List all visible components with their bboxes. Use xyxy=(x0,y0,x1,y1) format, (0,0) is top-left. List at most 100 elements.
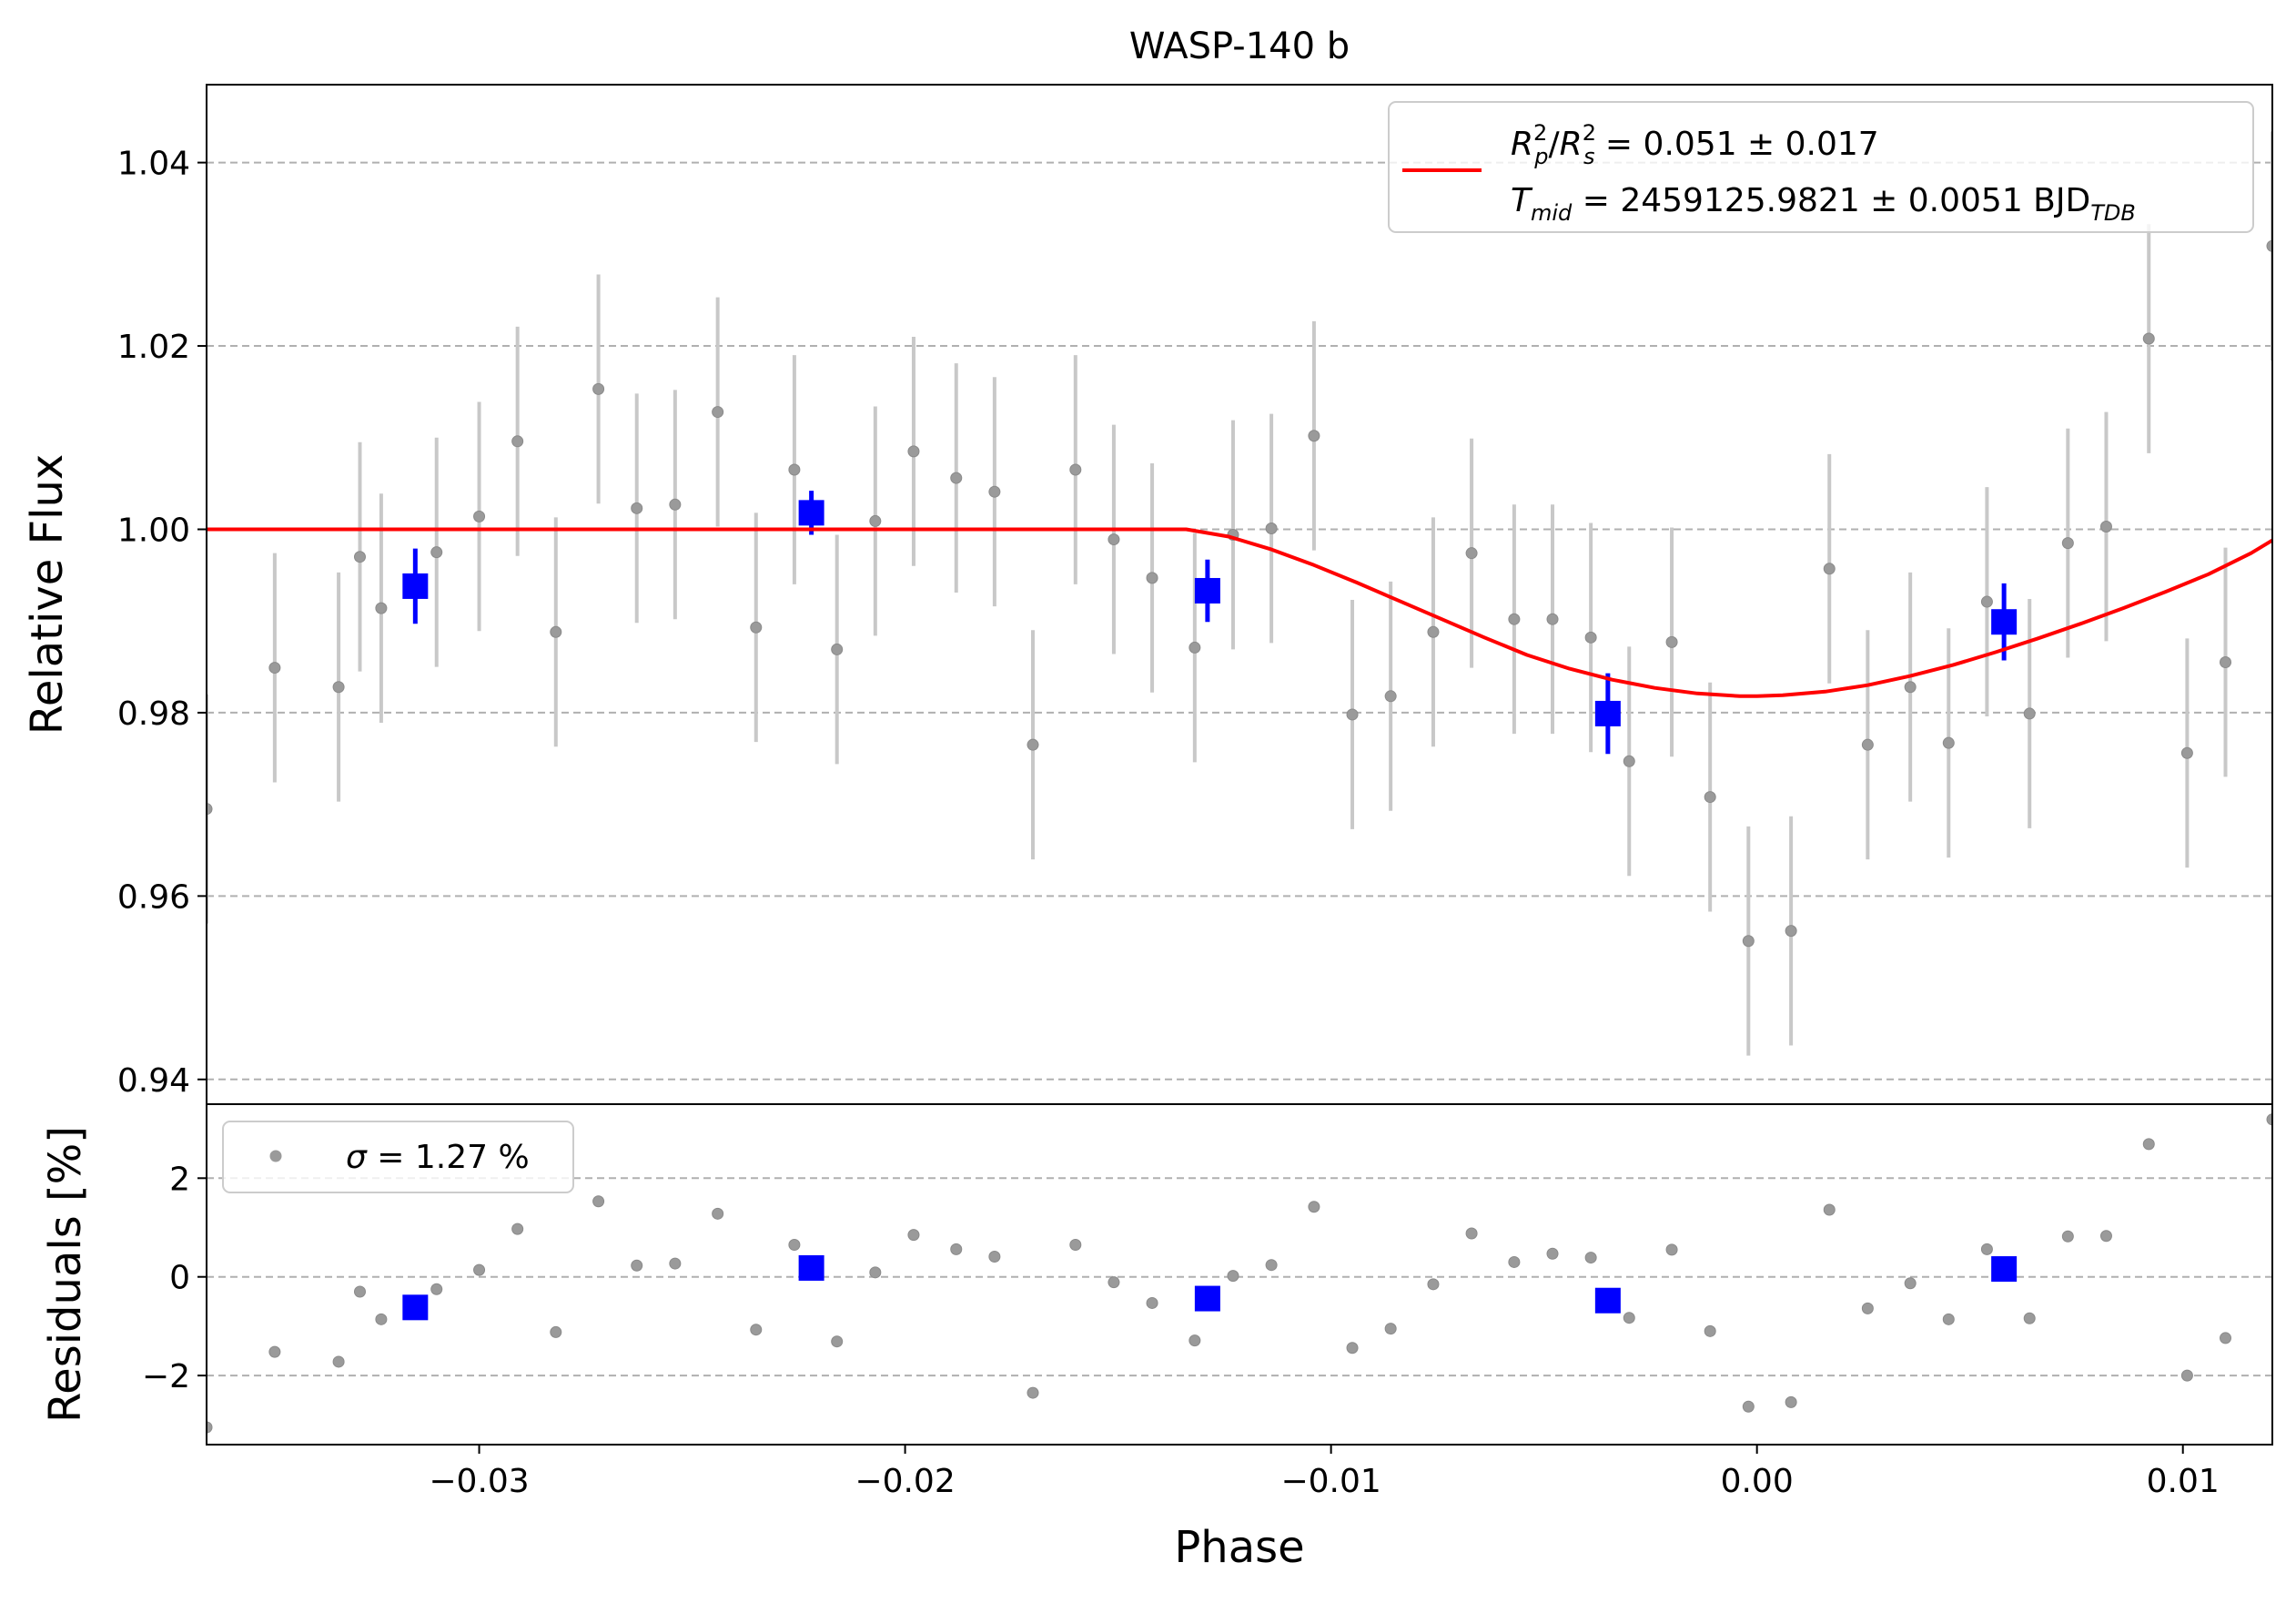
residual-binned-points xyxy=(402,1254,2018,1321)
data-point xyxy=(375,602,388,614)
residual-point xyxy=(375,1313,388,1325)
residual-point xyxy=(1546,1247,1559,1260)
main-y-axis-label: Relative Flux xyxy=(22,454,73,736)
main-binned-points xyxy=(402,491,2018,755)
binned-point xyxy=(1991,609,2018,635)
binned-point xyxy=(1594,700,1621,726)
residual-binned-point xyxy=(1594,1287,1621,1314)
legend-rp-text: R2 p/R2 s = 0.051 ± 0.017 xyxy=(1511,120,1879,169)
residual-point xyxy=(2266,1113,2272,1126)
binned-point xyxy=(1194,577,1220,604)
data-point xyxy=(473,510,486,522)
data-point xyxy=(592,382,605,395)
main-legend-box xyxy=(1388,101,2254,233)
residual-point xyxy=(1265,1259,1278,1272)
residual-point xyxy=(1942,1313,1955,1325)
data-point xyxy=(268,662,281,675)
data-point xyxy=(1785,925,1797,938)
data-point xyxy=(988,485,1001,498)
data-point xyxy=(430,546,443,559)
data-point xyxy=(869,514,882,527)
residual-point xyxy=(1742,1400,1755,1413)
data-point xyxy=(950,472,963,484)
residual-point xyxy=(712,1207,724,1220)
residual-point xyxy=(1227,1270,1239,1283)
residual-point xyxy=(2180,1369,2193,1382)
residual-point xyxy=(950,1243,963,1255)
data-point xyxy=(788,463,801,476)
residual-point xyxy=(2220,1332,2232,1344)
x-tick-label: −0.02 xyxy=(855,1463,955,1500)
residual-y-axis-label: Residuals [%] xyxy=(40,1126,91,1423)
binned-point xyxy=(402,573,429,599)
residual-point xyxy=(207,1421,213,1434)
residual-point xyxy=(1308,1201,1320,1213)
residual-y-tick-label: 2 xyxy=(169,1161,190,1198)
main-grid xyxy=(207,161,2272,1081)
data-point xyxy=(2266,239,2272,252)
data-point xyxy=(1704,791,1716,804)
residual-point xyxy=(2023,1312,2036,1324)
residual-point xyxy=(988,1250,1001,1263)
residual-point xyxy=(907,1229,920,1242)
data-point xyxy=(1265,522,1278,534)
data-point xyxy=(332,681,345,694)
residual-point xyxy=(1069,1238,1082,1251)
residual-y-tick-label: −2 xyxy=(142,1358,190,1395)
residual-point xyxy=(750,1324,763,1336)
residual-point xyxy=(550,1325,562,1338)
residual-point xyxy=(268,1345,281,1358)
residual-point xyxy=(1465,1227,1478,1240)
data-point xyxy=(1427,625,1440,638)
data-point xyxy=(1942,736,1955,749)
main-y-tick-label: 1.02 xyxy=(117,329,190,366)
data-point xyxy=(1823,563,1836,575)
residual-point xyxy=(1027,1386,1039,1399)
data-point xyxy=(1146,572,1158,584)
binned-point xyxy=(798,500,824,526)
residual-point xyxy=(1584,1252,1597,1264)
data-point xyxy=(1346,708,1359,721)
data-point xyxy=(550,625,562,638)
data-point xyxy=(511,435,524,448)
residual-y-tick-label: 0 xyxy=(169,1260,190,1297)
chart-title: WASP-140 b xyxy=(1129,25,1350,67)
data-point xyxy=(1108,533,1120,546)
residual-y-ticks: −2 0 2 xyxy=(142,1161,207,1395)
model-curve xyxy=(207,527,2272,698)
residual-binned-point xyxy=(402,1294,429,1321)
data-point xyxy=(1508,613,1521,625)
residual-point xyxy=(1508,1255,1521,1268)
residual-point xyxy=(2061,1230,2074,1243)
data-point xyxy=(2220,656,2232,669)
residual-point xyxy=(1665,1243,1678,1256)
residual-binned-point xyxy=(1991,1256,2018,1283)
data-point xyxy=(2180,746,2193,759)
data-point xyxy=(2023,707,2036,720)
residual-point xyxy=(1346,1342,1359,1354)
legend-residual-marker xyxy=(269,1150,282,1162)
main-y-tick-label: 0.98 xyxy=(117,695,190,733)
residual-legend: σ = 1.27 % xyxy=(222,1121,574,1193)
main-legend: R2 p/R2 s = 0.051 ± 0.017 Tmid = 2459125.9… xyxy=(1388,101,2254,233)
data-point xyxy=(1584,631,1597,644)
residual-point xyxy=(1146,1296,1158,1309)
x-ticks: −0.03 −0.02 −0.01 0.00 0.01 xyxy=(429,1445,2220,1500)
residual-point xyxy=(1427,1278,1440,1291)
main-y-tick-label: 1.04 xyxy=(117,146,190,183)
main-y-ticks: 0.94 0.96 0.98 1.00 1.02 1.04 xyxy=(117,146,207,1100)
data-point xyxy=(669,498,682,511)
residual-point xyxy=(669,1257,682,1270)
data-point xyxy=(1188,641,1201,654)
data-point xyxy=(907,445,920,458)
residual-point xyxy=(1823,1203,1836,1216)
main-panel: 0.94 0.96 0.98 1.00 1.02 1.04 R2 p/R2 s = 0.051… xyxy=(22,84,2273,1105)
data-point xyxy=(1665,635,1678,648)
data-point xyxy=(1980,595,1993,608)
data-point xyxy=(2061,537,2074,550)
data-point xyxy=(1742,935,1755,948)
residual-point xyxy=(353,1285,366,1298)
data-point xyxy=(2142,332,2155,345)
data-point xyxy=(1027,738,1039,751)
